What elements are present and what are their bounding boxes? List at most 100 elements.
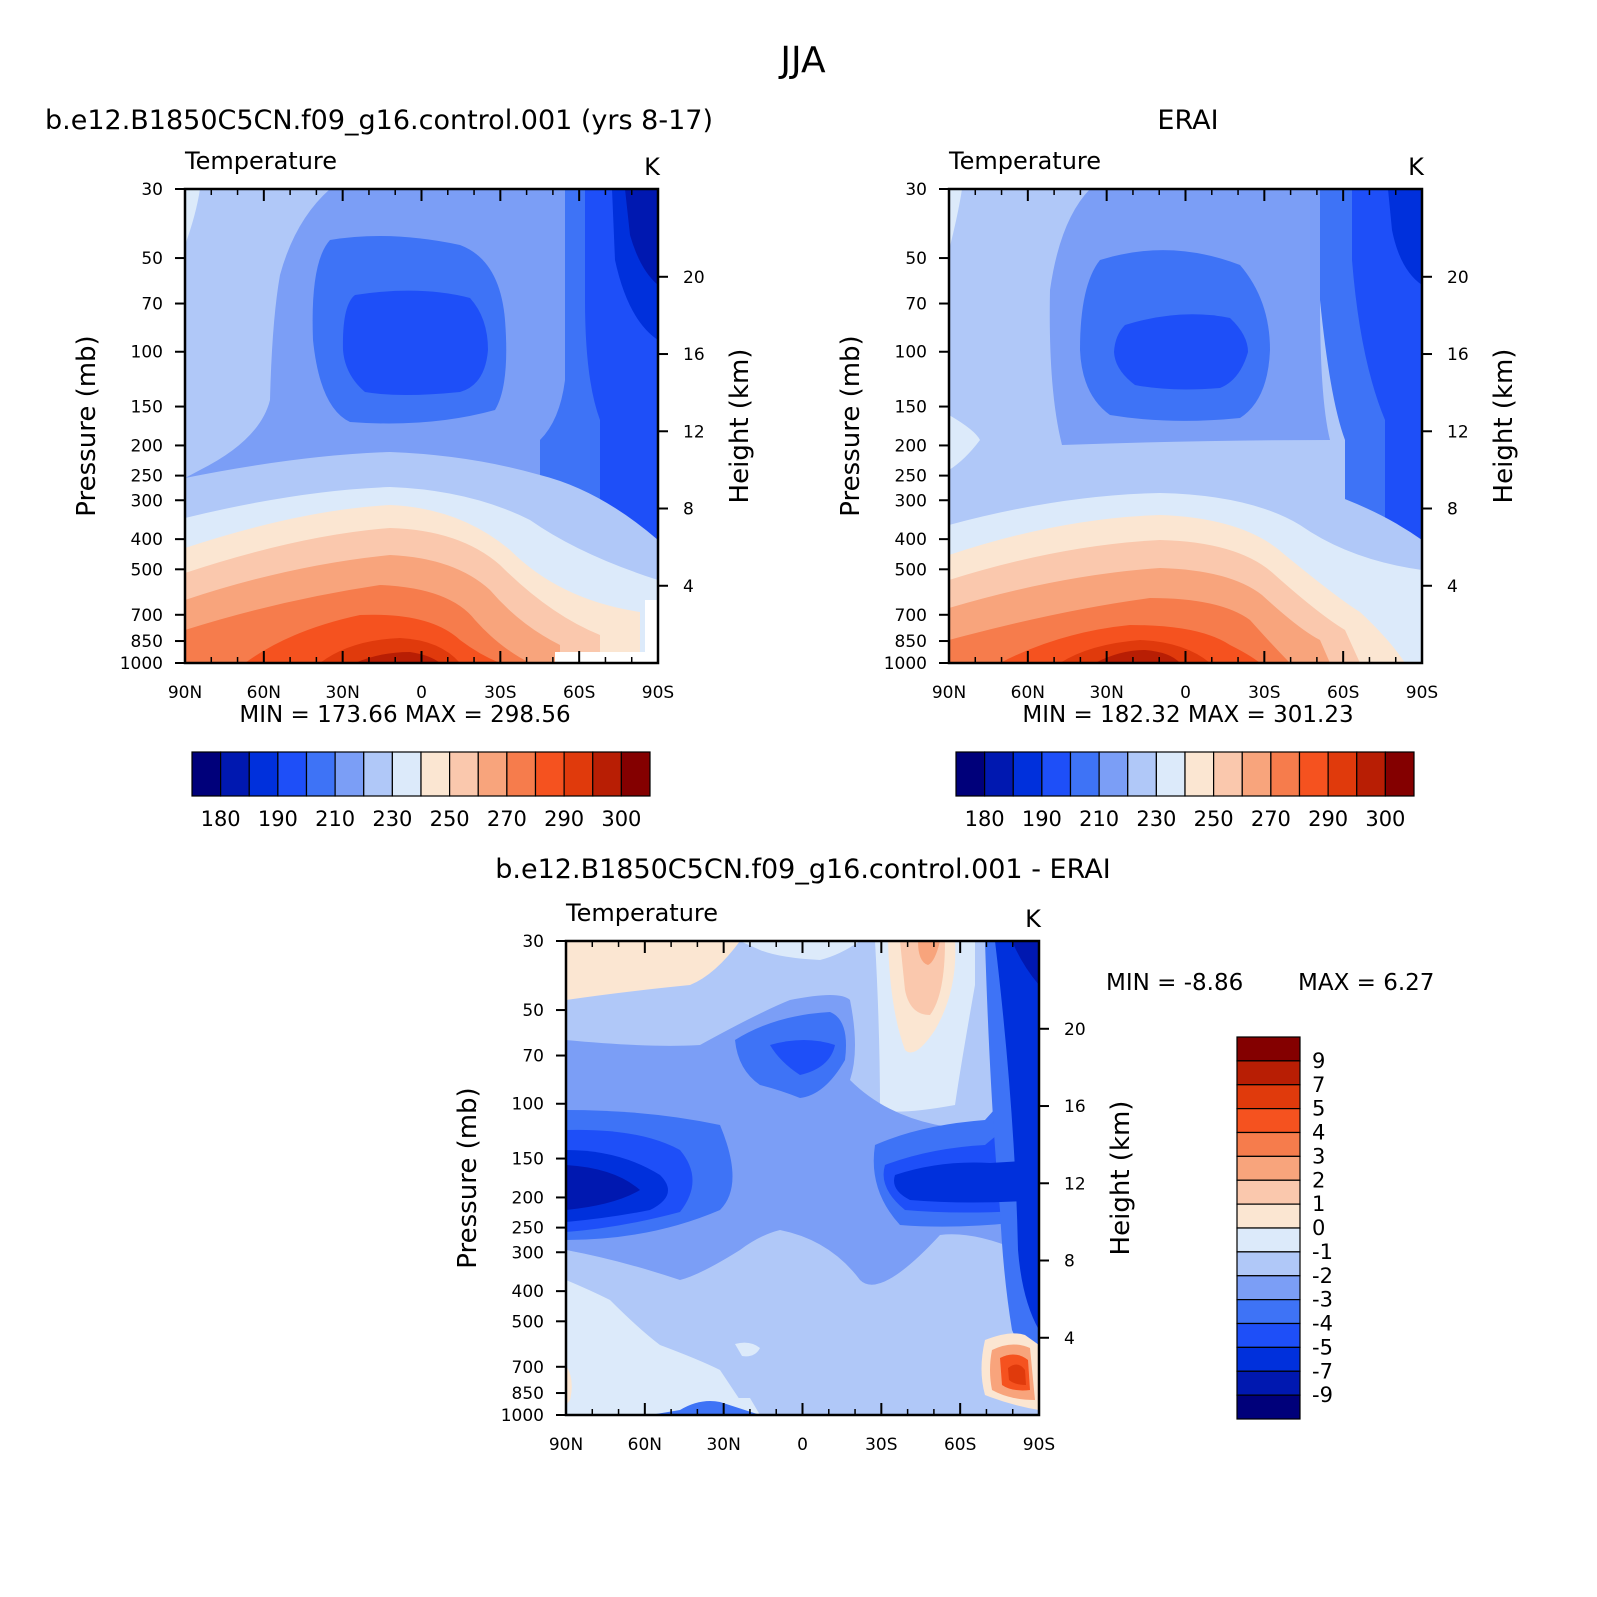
colorbar-label: -9 bbox=[1312, 1383, 1333, 1407]
y-tick-label: 700 bbox=[131, 606, 163, 626]
colorbar-swatch bbox=[1127, 751, 1157, 797]
y-tick-label: 30 bbox=[522, 932, 544, 952]
colorbar-swatch bbox=[477, 751, 508, 797]
colorbar-label: 4 bbox=[1312, 1121, 1325, 1145]
x-tick-label: 0 bbox=[1180, 683, 1191, 703]
band-0-1-surface bbox=[566, 1365, 572, 1405]
colorbar-swatch bbox=[391, 751, 422, 797]
y-tick-label: 700 bbox=[895, 606, 927, 626]
band-190-200 bbox=[1114, 314, 1248, 390]
x-tick-label: 90N bbox=[549, 1435, 583, 1455]
y-tick-label: 700 bbox=[512, 1358, 544, 1378]
panel-diff-contours bbox=[566, 941, 1039, 1415]
panel-model-contours bbox=[185, 189, 658, 663]
y-axis-title: Pressure (mb) bbox=[72, 335, 102, 516]
panel-diff-subtitle: Temperature bbox=[565, 899, 718, 927]
colorbar-swatch bbox=[1236, 1346, 1301, 1372]
y2-axis-title: Height (km) bbox=[1106, 1101, 1136, 1256]
y2-tick-label: 20 bbox=[1447, 268, 1469, 288]
panel-model-axes: 90N 60N 30N 0 30S 60S 90S 30 50 70 100 150 200 250 300… bbox=[72, 180, 755, 703]
y2-tick-label: 12 bbox=[683, 422, 705, 442]
colorbar-swatch bbox=[1236, 1084, 1301, 1110]
colorbar-swatch bbox=[955, 751, 986, 797]
panel-diff-stats-max: MAX = 6.27 bbox=[1298, 970, 1434, 996]
y-tick-label: 100 bbox=[131, 343, 163, 363]
x-tick-label: 90N bbox=[168, 683, 202, 703]
y2-tick-label: 16 bbox=[1064, 1097, 1086, 1117]
x-tick-label: 60S bbox=[944, 1435, 976, 1455]
panel-model-colorbar: 180 190 210 230 250 270 290 300 bbox=[191, 751, 651, 831]
x-tick-label: 90S bbox=[1023, 1435, 1055, 1455]
y-tick-label: 150 bbox=[512, 1150, 544, 1170]
panel-diff-title: b.e12.B1850C5CN.f09_g16.control.001 - ER… bbox=[495, 854, 1110, 885]
y-axis-title: Pressure (mb) bbox=[453, 1087, 483, 1268]
colorbar-label: 270 bbox=[487, 807, 527, 831]
x-tick-label: 30N bbox=[1089, 683, 1123, 703]
colorbar-swatch bbox=[1236, 1155, 1301, 1181]
y2-tick-label: 12 bbox=[1064, 1174, 1086, 1194]
y-tick-label: 400 bbox=[512, 1282, 544, 1302]
x-tick-label: 0 bbox=[797, 1435, 808, 1455]
colorbar-swatch bbox=[1213, 751, 1243, 797]
colorbar-swatch bbox=[1012, 751, 1043, 797]
x-tick-label: 60S bbox=[1327, 683, 1359, 703]
y-tick-label: 150 bbox=[895, 398, 927, 418]
colorbar-swatch bbox=[1236, 1275, 1301, 1301]
colorbar-swatch bbox=[1270, 751, 1301, 797]
band-m5-m7-right bbox=[894, 1160, 1039, 1203]
colorbar-label: 1 bbox=[1312, 1192, 1325, 1216]
colorbar-swatch bbox=[1241, 751, 1272, 797]
band-1-2 bbox=[900, 941, 945, 1015]
colorbar-swatch bbox=[1236, 1036, 1301, 1062]
colorbar-label: 180 bbox=[201, 807, 241, 831]
y-tick-label: 500 bbox=[895, 560, 927, 580]
colorbar-swatch bbox=[1184, 751, 1215, 797]
x-tick-label: 90N bbox=[932, 683, 966, 703]
y-tick-label: 1000 bbox=[884, 654, 927, 674]
colorbar-label: 290 bbox=[544, 807, 584, 831]
colorbar-swatch bbox=[1236, 1060, 1301, 1086]
colorbar-label: 250 bbox=[1194, 807, 1234, 831]
colorbar-label: 290 bbox=[1308, 807, 1348, 831]
colorbar-swatch bbox=[1298, 751, 1329, 797]
y-tick-label: 50 bbox=[905, 249, 927, 269]
y2-tick-label: 16 bbox=[1447, 345, 1469, 365]
y-tick-label: 250 bbox=[131, 467, 163, 487]
panel-diff-axes: 90N 60N 30N 0 30S 60S 90S 30 50 70 100 150 200 250 300… bbox=[453, 932, 1136, 1455]
band-300-plus bbox=[355, 652, 440, 663]
figure-title: JJA bbox=[778, 40, 826, 81]
x-tick-label: 90S bbox=[1406, 683, 1438, 703]
y-tick-label: 300 bbox=[131, 491, 163, 511]
colorbar-label: 2 bbox=[1312, 1168, 1325, 1192]
y-tick-label: 200 bbox=[131, 436, 163, 456]
band-m4-m5-mid bbox=[770, 1040, 835, 1075]
y-axis-title: Pressure (mb) bbox=[836, 335, 866, 516]
colorbar-swatch bbox=[363, 751, 393, 797]
y-tick-label: 30 bbox=[141, 180, 163, 200]
y-tick-label: 70 bbox=[522, 1047, 544, 1067]
colorbar-swatch bbox=[620, 751, 651, 797]
colorbar-swatch bbox=[1236, 1179, 1301, 1205]
panel-diff: b.e12.B1850C5CN.f09_g16.control.001 - ER… bbox=[453, 854, 1434, 1455]
colorbar-label: 9 bbox=[1312, 1049, 1325, 1073]
x-tick-label: 60N bbox=[1011, 683, 1045, 703]
colorbar-swatch bbox=[1236, 1299, 1301, 1325]
colorbar-swatch bbox=[449, 751, 479, 797]
colorbar-label: 7 bbox=[1312, 1073, 1325, 1097]
colorbar-label: 190 bbox=[258, 807, 298, 831]
band-185-190 bbox=[1388, 189, 1422, 285]
band-180-185 bbox=[625, 189, 658, 285]
x-tick-label: 60N bbox=[247, 683, 281, 703]
x-tick-label: 30S bbox=[865, 1435, 897, 1455]
panel-erai-subtitle: Temperature bbox=[948, 147, 1101, 175]
panel-model-subtitle: Temperature bbox=[184, 147, 337, 175]
panel-model-stats: MIN = 173.66 MAX = 298.56 bbox=[239, 702, 570, 728]
y2-tick-label: 4 bbox=[683, 577, 694, 597]
y-tick-label: 70 bbox=[905, 295, 927, 315]
y-tick-label: 250 bbox=[512, 1219, 544, 1239]
colorbar-swatch bbox=[1327, 751, 1358, 797]
colorbar-label: 210 bbox=[315, 807, 355, 831]
colorbar-swatch bbox=[277, 751, 308, 797]
x-tick-label: 60N bbox=[628, 1435, 662, 1455]
